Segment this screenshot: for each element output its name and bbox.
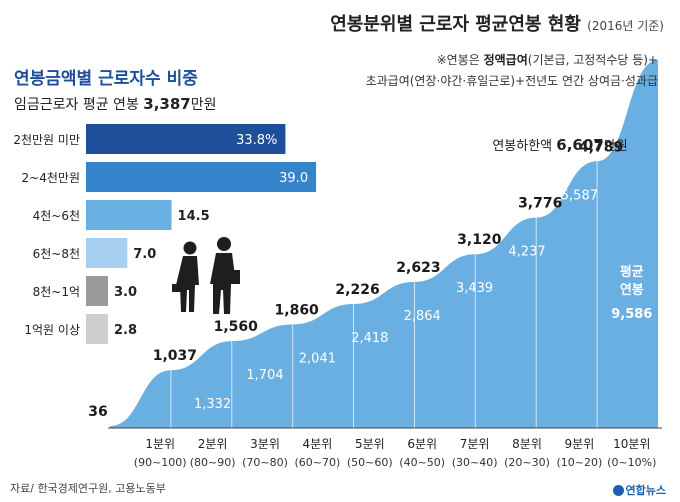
- decile-range-label: (40~50): [399, 456, 445, 469]
- decile-label: 4분위: [303, 437, 333, 451]
- decile-range-label: (30~40): [452, 456, 498, 469]
- decile-label: 7분위: [460, 437, 490, 451]
- decile-range-label: (60~70): [295, 456, 341, 469]
- floor-value-label: 1,560: [214, 319, 259, 335]
- bar: [86, 276, 108, 306]
- decile-label: 3분위: [250, 437, 280, 451]
- decile-range-label: (70~80): [242, 456, 288, 469]
- average-value-label: 2,864: [404, 309, 441, 324]
- floor-value-label: 2,623: [396, 260, 440, 276]
- note-prefix: ※연봉은: [436, 53, 480, 67]
- average-salary-unit: 만원: [190, 97, 217, 113]
- logo-icon: [612, 485, 624, 496]
- bar: [86, 200, 172, 230]
- floor-value-label: 1,037: [153, 348, 197, 364]
- floor-callout: 연봉하한액 6,607만원: [492, 136, 627, 154]
- floor-callout-label: 연봉하한액: [492, 139, 556, 154]
- page-title: 연봉분위별 근로자 평균연봉 현황 (2016년 기준): [330, 10, 664, 36]
- floor-callout-value: 6,607: [556, 136, 603, 154]
- floor-value-label: 36: [88, 404, 107, 420]
- title-note: (2016년 기준): [587, 19, 664, 33]
- bar-chart: 2천만원 미만 33.8% 2~4천만원 39.0 4천~6천 14.5 6천~8천 7.0 8…: [13, 124, 317, 344]
- bar-value-label: 2.8: [114, 323, 137, 338]
- bar: [86, 314, 108, 344]
- bar-category-label: 2천만원 미만: [13, 132, 80, 147]
- floor-value-label: 1,860: [275, 302, 320, 318]
- bar-category-label: 2~4천만원: [22, 170, 80, 185]
- average-value-label: 1,332: [194, 397, 231, 412]
- logo-text: 연합뉴스: [625, 484, 666, 497]
- average-value-label: 633: [148, 453, 173, 468]
- area-chart: 36 1,037 1,560 1,860 2,226 2,623 3,120 3,776 4,7…: [88, 60, 662, 469]
- bar-value-label: 14.5: [178, 209, 210, 224]
- bar-value-label: 7.0: [133, 247, 156, 262]
- bar-value-label: 39.0: [279, 171, 308, 186]
- average-value-label: 2,041: [299, 351, 336, 366]
- source-credit: 자료/ 한국경제연구원, 고용노동부: [10, 482, 166, 495]
- decile-range-label: (0~10%): [607, 456, 656, 469]
- title-text: 연봉분위별 근로자 평균연봉 현황: [330, 14, 581, 35]
- decile-range-label: (90~100): [134, 456, 187, 469]
- yonhap-logo: 연합뉴스: [612, 482, 666, 498]
- decile-label: 5분위: [355, 437, 385, 451]
- bar: [86, 162, 317, 192]
- decile-label: 6분위: [407, 437, 437, 451]
- average-tag-line2: 연봉: [620, 283, 644, 298]
- bar-chart-heading: 연봉금액별 근로자수 비중: [14, 69, 198, 89]
- bar-category-label: 4천~6천: [33, 208, 80, 223]
- decile-label: 2분위: [198, 437, 228, 451]
- salary-area: [110, 60, 658, 428]
- note-bold: 정액급여: [483, 53, 528, 67]
- note-rest: (기본급, 고정적수당 등)+: [527, 53, 658, 67]
- floor-value-label: 3,120: [457, 232, 502, 248]
- decile-label: 8분위: [512, 437, 542, 451]
- average-value-label: 2,418: [351, 331, 388, 346]
- average-value-label: 5,587: [561, 188, 598, 203]
- bar-category-label: 8천~1억: [33, 284, 80, 299]
- average-salary-line: 임금근로자 평균 연봉 3,387만원: [14, 94, 217, 114]
- floor-value-label: 3,776: [518, 196, 562, 212]
- bar-value-label: 33.8%: [236, 133, 277, 148]
- definition-note: ※연봉은 정액급여(기본급, 고정적수당 등)+ 초과급여(연장·야간·휴일근로…: [298, 50, 658, 92]
- average-value-label: 9,586: [611, 307, 652, 322]
- decile-label: 10분위: [613, 437, 650, 451]
- average-value-label: 3,439: [456, 281, 493, 296]
- office-workers-icon: [172, 237, 240, 314]
- bar: [86, 238, 128, 268]
- bar: [86, 124, 286, 154]
- floor-value-label: 2,226: [335, 282, 379, 298]
- decile-range-label: (20~30): [504, 456, 550, 469]
- average-value-label: 1,704: [246, 368, 283, 383]
- average-value-label: 4,237: [508, 245, 545, 260]
- bar-category-label: 6천~8천: [33, 246, 80, 261]
- floor-value-label: 4,789: [579, 139, 623, 155]
- decile-label: 9분위: [565, 437, 595, 451]
- bar-value-label: 3.0: [114, 285, 137, 300]
- average-salary-value: 3,387: [143, 95, 191, 113]
- bar-category-label: 1억원 이상: [24, 323, 80, 337]
- decile-range-label: (80~90): [190, 456, 236, 469]
- note-line-2: 초과급여(연장·야간·휴일근로)+전년도 연간 상여금·성과급: [365, 74, 658, 88]
- decile-label: 1분위: [145, 437, 175, 451]
- decile-range-label: (50~60): [347, 456, 393, 469]
- average-tag-line1: 평균: [620, 264, 644, 280]
- floor-callout-unit: 만원: [604, 139, 628, 154]
- average-salary-label: 임금근로자 평균 연봉: [14, 97, 139, 113]
- decile-range-label: (10~20): [557, 456, 603, 469]
